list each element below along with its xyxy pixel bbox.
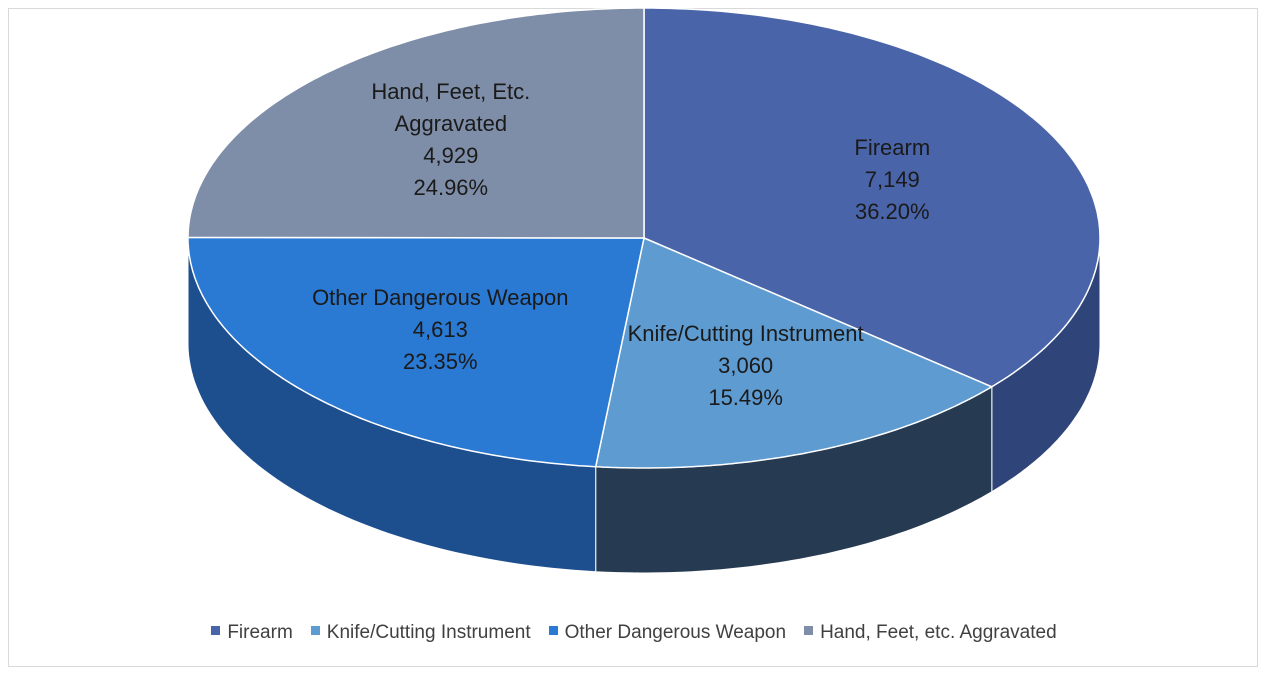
data-label-percent: 24.96% [413, 175, 489, 201]
data-label: Hand, Feet, Etc. Aggravated 4,929 24.96% [321, 76, 581, 204]
data-label-value: 4,613 [412, 317, 468, 343]
legend-item: Hand, Feet, etc. Aggravated [804, 622, 1057, 644]
data-label: Firearm 7,149 36.20% [727, 132, 1057, 228]
data-label-value: 4,929 [423, 143, 479, 169]
legend-swatch [804, 626, 814, 635]
data-label-percent: 36.20% [854, 199, 930, 224]
legend-label: Knife/Cutting Instrument [326, 622, 531, 643]
legend-item: Knife/Cutting Instrument [310, 622, 531, 644]
legend-swatch [548, 626, 558, 635]
legend-label: Firearm [227, 622, 293, 643]
slice [187, 7, 645, 239]
data-label-name: Firearm [854, 135, 931, 160]
data-label: Other Dangerous Weapon 4,613 23.35% [310, 282, 570, 378]
data-label-name: Hand, Feet, Etc. Aggravated [371, 79, 531, 137]
legend-swatch [310, 626, 320, 635]
slice [187, 236, 645, 468]
data-label-name: Knife/Cutting Instrument [627, 321, 864, 347]
data-label-value: 7,149 [864, 167, 920, 192]
data-label: Knife/Cutting Instrument 3,060 15.49% [581, 318, 911, 414]
data-label-percent: 15.49% [708, 385, 783, 411]
legend-item: Other Dangerous Weapon [548, 622, 787, 644]
legend-label: Other Dangerous Weapon [564, 622, 787, 643]
legend: Firearm Knife/Cutting Instrument Other Dan… [0, 622, 1268, 644]
slice [594, 236, 994, 469]
legend-item: Firearm [211, 622, 293, 644]
slice [643, 7, 1101, 388]
data-label-value: 3,060 [718, 353, 774, 379]
data-label-name: Other Dangerous Weapon [312, 285, 569, 311]
legend-swatch [211, 626, 221, 635]
data-label-percent: 23.35% [402, 349, 478, 375]
legend-label: Hand, Feet, etc. Aggravated [820, 622, 1057, 643]
